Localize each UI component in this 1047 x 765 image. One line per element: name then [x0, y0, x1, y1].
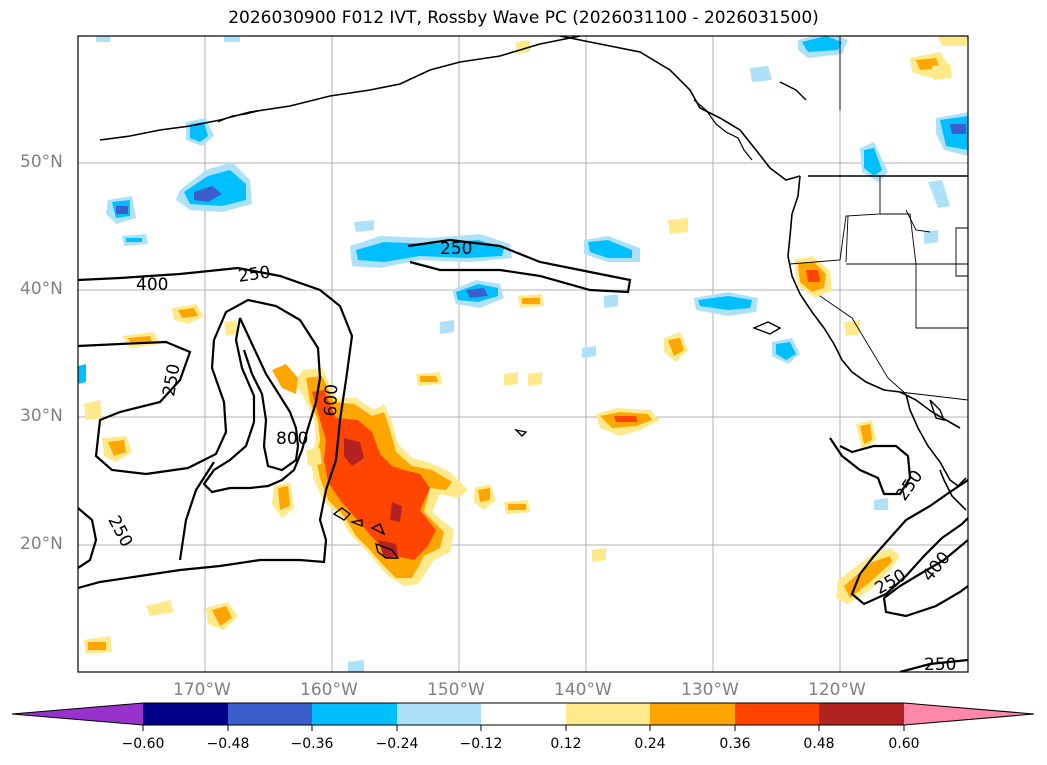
colorbar-tick-label: 0.36: [719, 736, 751, 752]
contour-label: 600: [321, 384, 342, 417]
map-title: 2026030900 F012 IVT, Rossby Wave PC (202…: [228, 8, 819, 28]
lon-label: 120°W: [808, 680, 866, 700]
colorbar-segment: [12, 703, 143, 725]
colorbar-tick-label: −0.12: [459, 736, 503, 752]
colorbar-segment: [566, 703, 650, 725]
colorbar-segment: [735, 703, 819, 725]
positive-ivt-anomaly: [84, 36, 968, 654]
colorbar-segment: [228, 703, 312, 725]
colorbar-tick-label: 0.60: [888, 736, 920, 752]
contour-label: 400: [136, 275, 168, 295]
colorbar-segment: [481, 703, 566, 725]
lon-label: 170°W: [173, 680, 231, 700]
lat-label: 20°N: [20, 534, 63, 554]
colorbar-tick-label: −0.36: [290, 736, 334, 752]
lon-label: 140°W: [554, 680, 612, 700]
lat-label: 30°N: [20, 406, 63, 426]
colorbar-tick-label: 0.12: [550, 736, 582, 752]
colorbar-segment: [904, 703, 1034, 725]
lat-label: 40°N: [20, 279, 63, 299]
coastline: [99, 36, 967, 559]
colorbar-segment: [650, 703, 735, 725]
contour-label: 800: [276, 429, 308, 449]
colorbar-segment: [819, 703, 904, 725]
colorbar: [11, 702, 1035, 731]
colorbar-tick-label: 0.24: [634, 736, 666, 752]
rossby-wave-contours: [78, 238, 968, 672]
colorbar-tick-label: −0.48: [206, 736, 250, 752]
colorbar-segment: [143, 703, 228, 725]
political-borders: [789, 36, 968, 401]
colorbar-segment: [312, 703, 397, 725]
colorbar-tick-label: −0.60: [121, 736, 165, 752]
colorbar-tick-label: −0.24: [375, 736, 419, 752]
lon-label: 160°W: [300, 680, 358, 700]
negative-ivt-anomaly: [78, 36, 968, 672]
lat-label: 50°N: [20, 152, 63, 172]
contour-label: 250: [237, 263, 272, 287]
contour-label: 250: [924, 655, 956, 675]
colorbar-segment: [397, 703, 481, 725]
contour-label: 250: [440, 239, 472, 259]
colorbar-tick-label: 0.48: [803, 736, 835, 752]
lon-label: 150°W: [427, 680, 485, 700]
graticule: [78, 36, 968, 672]
map-frame: [77, 35, 969, 673]
lon-label: 130°W: [681, 680, 739, 700]
